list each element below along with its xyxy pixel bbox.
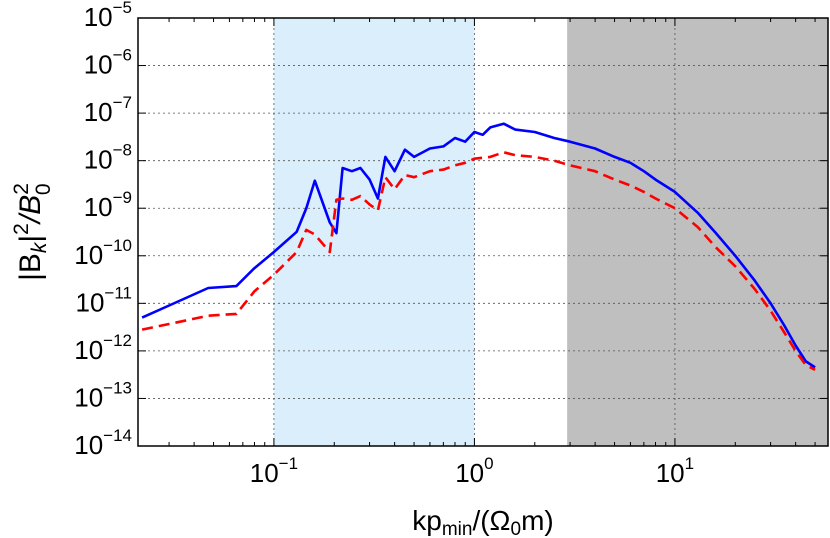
y-tick-label-3: 10−11 [76, 283, 133, 317]
y-axis-label-sup2: 2 [10, 183, 33, 195]
x-axis-label: kpmin/(Ω0m) [412, 505, 553, 538]
x-tick-label-1: 100 [455, 454, 493, 488]
y-axis-label-sup1: 2 [10, 223, 33, 235]
y-tick-base: 10 [84, 97, 113, 127]
x-tick-labels: 10−1 100 101 [250, 454, 694, 488]
y-tick-base: 10 [74, 382, 103, 412]
axis-ticks [138, 17, 828, 447]
y-axis-label-k: k [28, 241, 51, 253]
y-tick-base: 10 [76, 287, 105, 317]
y-tick-base: 10 [84, 2, 113, 32]
y-tick-base: 10 [84, 145, 113, 175]
y-tick-label-4: 10−10 [74, 236, 132, 270]
y-tick-labels: 10−1410−1310−1210−1110−1010−910−810−710−… [74, 0, 132, 460]
y-tick-base: 10 [84, 50, 113, 80]
x-tick-exponent: −1 [279, 454, 298, 473]
y-tick-label-5: 10−9 [84, 188, 132, 222]
y-tick-exponent: −8 [113, 141, 132, 160]
y-tick-exponent: −7 [113, 93, 132, 112]
y-tick-label-6: 10−8 [84, 141, 132, 175]
plot-frame [137, 17, 829, 447]
x-tick-exponent: 0 [484, 454, 493, 473]
y-tick-label-0: 10−14 [74, 426, 132, 460]
x-axis-label-main: kp [412, 505, 442, 536]
shaded-regions [273, 18, 828, 446]
series-line-1 [141, 151, 816, 371]
y-tick-exponent: −14 [103, 426, 132, 445]
y-tick-label-1: 10−13 [74, 378, 132, 412]
y-tick-label-7: 10−7 [84, 93, 132, 127]
shaded-region-0 [273, 18, 475, 446]
y-tick-exponent: −6 [113, 46, 132, 65]
y-axis-label-sub2: 0 [32, 183, 55, 195]
y-tick-exponent: −11 [104, 283, 132, 302]
y-tick-base: 10 [74, 335, 103, 365]
y-axis-label-left: |B [14, 253, 47, 281]
series-line-0 [141, 122, 816, 369]
y-tick-base: 10 [74, 240, 103, 270]
x-axis-label-sub: min [442, 519, 473, 538]
y-tick-exponent: −9 [113, 188, 132, 207]
y-tick-base: 10 [84, 192, 113, 222]
x-axis-label-end: m) [521, 505, 554, 536]
series-layer [141, 122, 816, 371]
x-tick-label-2: 101 [656, 454, 694, 488]
y-axis-label: |Bk|2/B20 [10, 183, 55, 281]
shaded-region-1 [567, 18, 828, 446]
y-tick-exponent: −10 [103, 236, 132, 255]
x-tick-base: 10 [455, 458, 484, 488]
y-tick-exponent: −13 [103, 378, 132, 397]
x-tick-base: 10 [250, 458, 279, 488]
y-tick-exponent: −12 [103, 331, 132, 350]
y-tick-base: 10 [74, 430, 103, 460]
y-tick-exponent: −5 [113, 0, 132, 17]
y-tick-label-2: 10−12 [74, 331, 132, 365]
x-tick-exponent: 1 [685, 454, 694, 473]
x-tick-base: 10 [656, 458, 685, 488]
x-tick-label-0: 10−1 [250, 454, 298, 488]
y-tick-label-8: 10−6 [84, 46, 132, 80]
x-axis-label-sub2: 0 [511, 519, 522, 538]
x-axis-label-tail: /(Ω [472, 505, 510, 536]
y-tick-label-9: 10−5 [84, 0, 132, 32]
y-axis-label-mid: | [14, 235, 47, 243]
y-axis-label-slash: /B [14, 195, 47, 225]
